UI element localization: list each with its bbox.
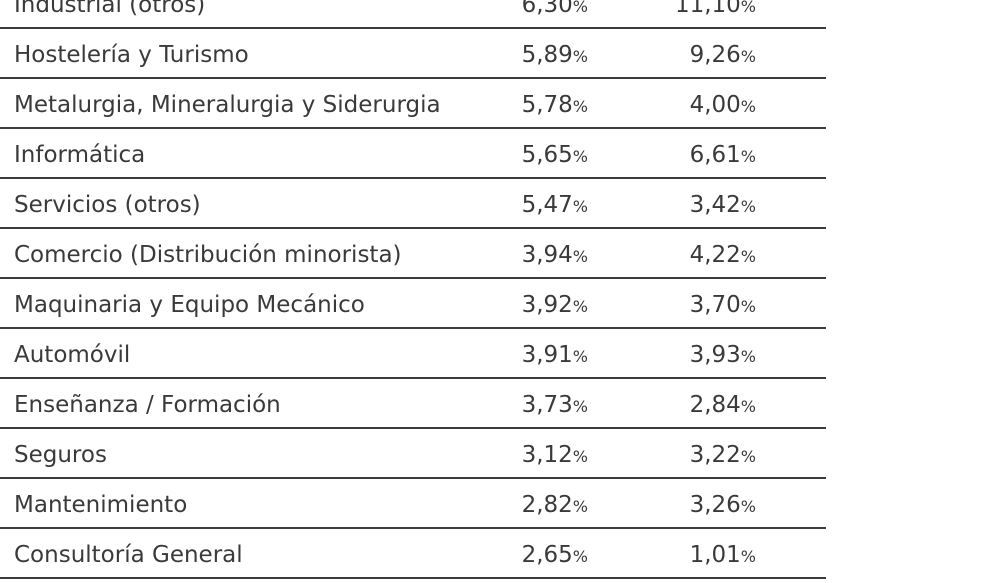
value-number: 3,12 bbox=[521, 442, 573, 468]
sector-label: Maquinaria y Equipo Mecánico bbox=[14, 292, 365, 318]
value-number: 1,01 bbox=[689, 542, 741, 568]
value-number: 4,00 bbox=[689, 92, 741, 118]
percent-sign: % bbox=[740, 397, 756, 416]
table-row: Mantenimiento 2,82% 3,26% bbox=[0, 479, 826, 529]
percent-sign: % bbox=[572, 447, 588, 466]
percent-sign: % bbox=[740, 97, 756, 116]
value-col-1: 2,65% bbox=[522, 529, 588, 577]
sector-label: Consultoría General bbox=[14, 542, 243, 568]
value-col-2: 6,61% bbox=[690, 129, 756, 177]
table-row: Industrial (otros) 6,30% 11,10% bbox=[0, 0, 826, 29]
value-col-1: 3,92% bbox=[522, 279, 588, 327]
sector-label: Mantenimiento bbox=[14, 492, 188, 518]
value-number: 3,26 bbox=[689, 492, 741, 518]
table-row: Consultoría General 2,65% 1,01% bbox=[0, 529, 826, 579]
value-number: 5,65 bbox=[521, 142, 573, 168]
value-col-2: 3,70% bbox=[690, 279, 756, 327]
value-number: 5,89 bbox=[521, 42, 573, 68]
value-col-2: 3,93% bbox=[690, 329, 756, 377]
value-number: 5,47 bbox=[521, 192, 573, 218]
value-col-1: 5,89% bbox=[522, 29, 588, 77]
value-number: 5,78 bbox=[521, 92, 573, 118]
table-row: Hostelería y Turismo 5,89% 9,26% bbox=[0, 29, 826, 79]
percent-sign: % bbox=[572, 197, 588, 216]
table-row: Enseñanza / Formación 3,73% 2,84% bbox=[0, 379, 826, 429]
value-col-1: 3,94% bbox=[522, 229, 588, 277]
value-col-2: 2,84% bbox=[690, 379, 756, 427]
sector-label: Enseñanza / Formación bbox=[14, 392, 281, 418]
table-row: Maquinaria y Equipo Mecánico 3,92% 3,70% bbox=[0, 279, 826, 329]
sector-label: Hostelería y Turismo bbox=[14, 42, 249, 68]
percent-sign: % bbox=[740, 297, 756, 316]
value-col-2: 1,01% bbox=[690, 529, 756, 577]
value-col-2: 3,42% bbox=[690, 179, 756, 227]
value-number: 4,22 bbox=[689, 242, 741, 268]
percent-sign: % bbox=[572, 297, 588, 316]
sector-label: Servicios (otros) bbox=[14, 192, 201, 218]
percent-sign: % bbox=[572, 97, 588, 116]
value-col-1: 3,12% bbox=[522, 429, 588, 477]
value-number: 3,42 bbox=[689, 192, 741, 218]
percent-sign: % bbox=[740, 147, 756, 166]
percent-sign: % bbox=[740, 347, 756, 366]
value-number: 11,10 bbox=[674, 0, 741, 18]
sector-label: Comercio (Distribución minorista) bbox=[14, 242, 402, 268]
value-number: 2,65 bbox=[521, 542, 573, 568]
value-number: 3,93 bbox=[689, 342, 741, 368]
value-col-1: 3,91% bbox=[522, 329, 588, 377]
percent-sign: % bbox=[740, 197, 756, 216]
sector-label: Industrial (otros) bbox=[14, 0, 206, 18]
value-number: 3,92 bbox=[521, 292, 573, 318]
sector-label: Seguros bbox=[14, 442, 107, 468]
percent-sign: % bbox=[572, 547, 588, 566]
percent-sign: % bbox=[740, 547, 756, 566]
value-col-1: 6,30% bbox=[522, 0, 588, 27]
value-col-2: 4,00% bbox=[690, 79, 756, 127]
table-row: Automóvil 3,91% 3,93% bbox=[0, 329, 826, 379]
percent-sign: % bbox=[740, 47, 756, 66]
value-number: 2,84 bbox=[689, 392, 741, 418]
table-row: Metalurgia, Mineralurgia y Siderurgia 5,… bbox=[0, 79, 826, 129]
value-col-2: 3,26% bbox=[690, 479, 756, 527]
percent-sign: % bbox=[740, 0, 756, 16]
value-number: 9,26 bbox=[689, 42, 741, 68]
percent-sign: % bbox=[572, 347, 588, 366]
value-number: 6,30 bbox=[521, 0, 573, 18]
value-number: 3,70 bbox=[689, 292, 741, 318]
table-row: Comercio (Distribución minorista) 3,94% … bbox=[0, 229, 826, 279]
value-number: 2,82 bbox=[521, 492, 573, 518]
percent-sign: % bbox=[572, 397, 588, 416]
value-col-2: 9,26% bbox=[690, 29, 756, 77]
value-col-1: 5,65% bbox=[522, 129, 588, 177]
sector-label: Metalurgia, Mineralurgia y Siderurgia bbox=[14, 92, 441, 118]
percent-sign: % bbox=[572, 497, 588, 516]
percent-sign: % bbox=[740, 447, 756, 466]
value-col-2: 4,22% bbox=[690, 229, 756, 277]
percent-sign: % bbox=[572, 47, 588, 66]
value-col-1: 5,78% bbox=[522, 79, 588, 127]
value-col-1: 5,47% bbox=[522, 179, 588, 227]
percent-sign: % bbox=[572, 247, 588, 266]
sector-label: Informática bbox=[14, 142, 146, 168]
value-number: 3,73 bbox=[521, 392, 573, 418]
percent-sign: % bbox=[572, 0, 588, 16]
sector-percentage-table: Industrial (otros) 6,30% 11,10% Hosteler… bbox=[0, 0, 826, 579]
percent-sign: % bbox=[572, 147, 588, 166]
value-number: 6,61 bbox=[689, 142, 741, 168]
value-number: 3,22 bbox=[689, 442, 741, 468]
percent-sign: % bbox=[740, 247, 756, 266]
value-col-2: 3,22% bbox=[690, 429, 756, 477]
value-number: 3,91 bbox=[521, 342, 573, 368]
table-row: Seguros 3,12% 3,22% bbox=[0, 429, 826, 479]
value-number: 3,94 bbox=[521, 242, 573, 268]
value-col-1: 2,82% bbox=[522, 479, 588, 527]
percent-sign: % bbox=[740, 497, 756, 516]
table-row: Servicios (otros) 5,47% 3,42% bbox=[0, 179, 826, 229]
table-row: Informática 5,65% 6,61% bbox=[0, 129, 826, 179]
sector-label: Automóvil bbox=[14, 342, 131, 368]
value-col-1: 3,73% bbox=[522, 379, 588, 427]
value-col-2: 11,10% bbox=[675, 0, 756, 27]
